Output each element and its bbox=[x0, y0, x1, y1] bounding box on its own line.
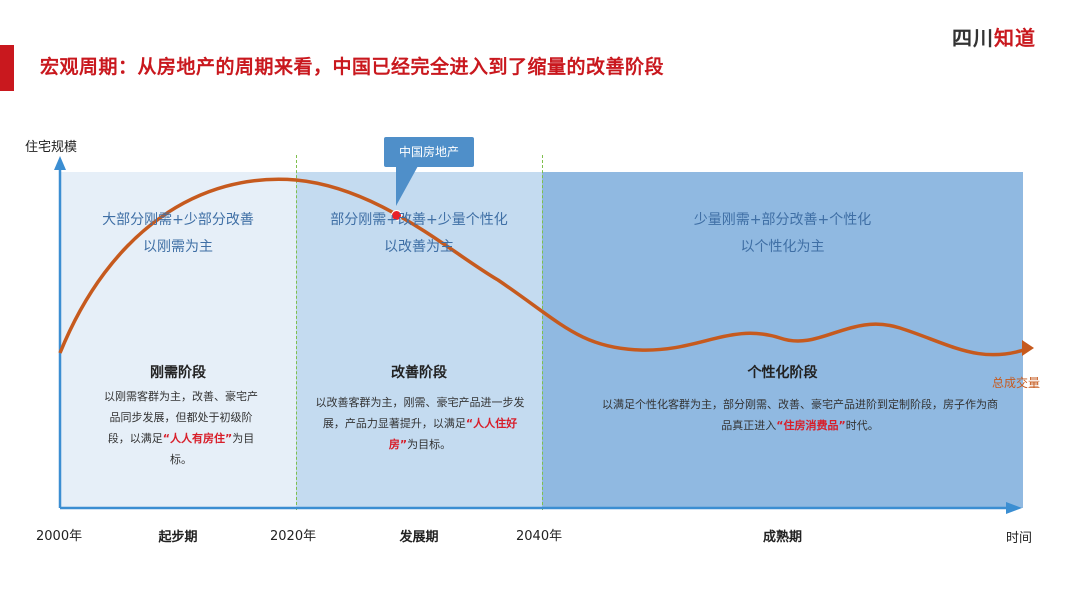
highlight-text: “人人有房住” bbox=[162, 432, 233, 445]
stage-demand-development: 部分刚需+改善+少量个性化 以改善为主 bbox=[296, 207, 542, 261]
demand-mix: 大部分刚需+少部分改善 bbox=[102, 212, 254, 228]
highlight-text: “人人住好房” bbox=[388, 417, 518, 451]
x-axis-arrow bbox=[1006, 502, 1022, 514]
curve-label-total-volume: 总成交量 bbox=[992, 376, 1041, 390]
total-volume-curve bbox=[58, 177, 1031, 357]
demand-focus: 以刚需为主 bbox=[143, 239, 213, 255]
stage-demand-startup: 大部分刚需+少部分改善 以刚需为主 bbox=[60, 207, 296, 261]
stage-panel-startup bbox=[60, 172, 296, 508]
highlight-text: “住房消费品” bbox=[776, 419, 846, 432]
demand-mix: 少量刚需+部分改善+个性化 bbox=[693, 212, 872, 228]
title-accent-bar bbox=[0, 45, 14, 91]
year-label-2020: 2020年 bbox=[270, 529, 317, 544]
stage-name-rigid-demand: 刚需阶段 bbox=[150, 365, 206, 381]
logo-text-accent: 知道 bbox=[994, 26, 1036, 50]
y-axis-arrow bbox=[54, 156, 66, 170]
current-position-marker bbox=[391, 210, 402, 221]
callout-pointer bbox=[396, 166, 418, 206]
demand-focus: 以改善为主 bbox=[384, 239, 454, 255]
stage-desc-improvement: 以改善客群为主，刚需、豪宅产品进一步发展，产品力显著提升，以满足“人人住好房”为… bbox=[315, 396, 525, 451]
stage-desc-rigid-demand: 以刚需客群为主，改善、豪宅产品同步发展，但都处于初级阶段，以满足“人人有房住”为… bbox=[104, 390, 258, 466]
divider-2020 bbox=[296, 155, 297, 510]
stage-demand-mature: 少量刚需+部分改善+个性化 以个性化为主 bbox=[542, 207, 1023, 261]
brand-logo: 四川知道 bbox=[952, 22, 1036, 51]
demand-mix: 部分刚需+改善+少量个性化 bbox=[330, 212, 508, 228]
logo-text-main: 四川 bbox=[952, 26, 994, 50]
demand-focus: 以个性化为主 bbox=[740, 239, 825, 255]
callout-china-real-estate: 中国房地产 bbox=[384, 137, 474, 167]
x-axis-title: 时间 bbox=[1006, 531, 1033, 546]
year-label-2040: 2040年 bbox=[516, 529, 563, 544]
y-axis-title: 住宅规模 bbox=[25, 140, 78, 155]
phase-label-development: 发展期 bbox=[399, 530, 439, 545]
stage-name-improvement: 改善阶段 bbox=[391, 365, 447, 381]
divider-2040 bbox=[542, 155, 543, 510]
phase-label-mature: 成熟期 bbox=[762, 530, 802, 545]
phase-label-startup: 起步期 bbox=[158, 530, 198, 545]
stage-desc-personalization: 以满足个性化客群为主，部分刚需、改善、豪宅产品进阶到定制阶段，房子作为商品真正进… bbox=[602, 398, 998, 432]
stage-name-personalization: 个性化阶段 bbox=[747, 365, 818, 381]
curve-arrow-icon bbox=[1022, 340, 1034, 356]
page-title: 宏观周期：从房地产的周期来看，中国已经完全进入到了缩量的改善阶段 bbox=[40, 56, 665, 78]
year-label-2000: 2000年 bbox=[36, 529, 83, 544]
